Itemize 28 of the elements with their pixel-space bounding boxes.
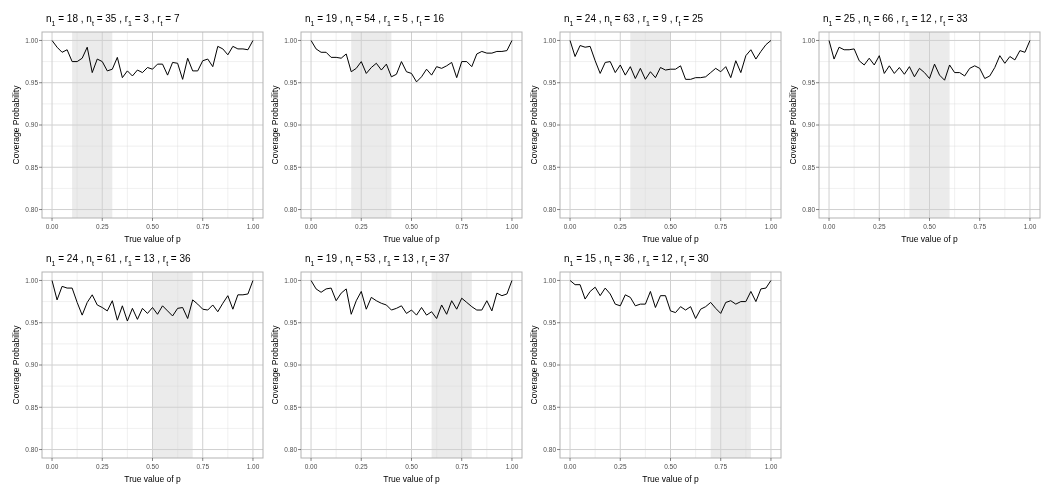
chart-title: n$_{1}$ = 18 , n$_{t}$ = 35 , r$_{1}$ = 3 , r$_{t}$ = 7 xyxy=(46,13,180,27)
line-series xyxy=(569,39,772,80)
y-axis-title: Coverage Probability xyxy=(11,84,21,165)
chart-title: n$_{1}$ = 25 , n$_{t}$ = 66 , r$_{1}$ = 12 , r$_{t}$ = 33 xyxy=(823,13,968,27)
line-series xyxy=(310,279,513,319)
y-axis-title: Coverage Probability xyxy=(11,324,21,405)
x-axis-title: True value of p xyxy=(642,234,699,244)
y-axis-title: Coverage Probability xyxy=(788,84,798,165)
x-axis-title: True value of p xyxy=(124,474,181,484)
line-series xyxy=(828,39,1031,81)
chart-title: n$_{1}$ = 19 , n$_{t}$ = 54 , r$_{1}$ = 5 , r$_{t}$ = 16 xyxy=(305,13,445,27)
x-axis-title: True value of p xyxy=(642,474,699,484)
y-axis-title: Coverage Probability xyxy=(529,324,539,405)
chart-title: n$_{1}$ = 19 , n$_{t}$ = 53 , r$_{1}$ = 13 , r$_{t}$ = 37 xyxy=(305,253,450,267)
line-series xyxy=(51,39,254,80)
x-axis-title: True value of p xyxy=(383,234,440,244)
chart-title: n$_{1}$ = 15 , n$_{t}$ = 36 , r$_{1}$ = 12 , r$_{t}$ = 30 xyxy=(564,253,709,267)
x-axis-title: True value of p xyxy=(901,234,958,244)
y-axis-title: Coverage Probability xyxy=(270,84,280,165)
x-axis-title: True value of p xyxy=(383,474,440,484)
line-series xyxy=(51,279,254,322)
chart-title: n$_{1}$ = 24 , n$_{t}$ = 63 , r$_{1}$ = 9 , r$_{t}$ = 25 xyxy=(564,13,704,27)
y-axis-title: Coverage Probability xyxy=(529,84,539,165)
x-axis-title: True value of p xyxy=(124,234,181,244)
chart-title: n$_{1}$ = 24 , n$_{t}$ = 61 , r$_{1}$ = 13 , r$_{t}$ = 36 xyxy=(46,253,191,267)
y-axis-title: Coverage Probability xyxy=(270,324,280,405)
line-series xyxy=(569,279,772,319)
line-series xyxy=(310,39,513,83)
